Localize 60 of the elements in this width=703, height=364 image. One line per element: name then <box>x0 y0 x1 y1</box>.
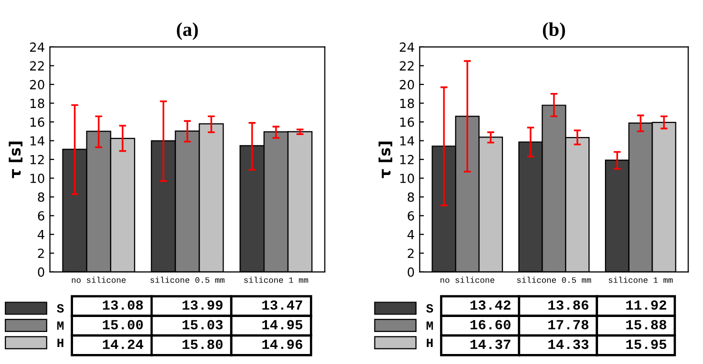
legend-label: S <box>426 304 434 313</box>
legend-label: H <box>426 338 433 347</box>
data-label: 15.95 <box>626 340 666 350</box>
data-label: 13.99 <box>182 300 223 310</box>
y-tick-label: 2 <box>38 248 44 258</box>
data-label: 14.96 <box>262 340 302 350</box>
y-tick-label: 6 <box>408 211 414 221</box>
y-tick-label: 4 <box>38 230 44 240</box>
legend-label: S <box>56 304 64 313</box>
data-label: 13.86 <box>548 300 588 310</box>
data-label: 14.95 <box>262 320 302 330</box>
data-label: 15.80 <box>182 340 223 350</box>
data-label: 15.88 <box>626 320 666 330</box>
y-tick-label: 2 <box>408 248 414 258</box>
x-tick-label: silicone 1 mm <box>244 276 308 283</box>
y-axis-title: τ [s] <box>8 142 22 178</box>
x-tick-label: silicone 0.5 mm <box>517 276 592 283</box>
data-label: 11.92 <box>626 300 666 310</box>
y-tick-label: 0 <box>408 267 414 277</box>
y-tick-label: 8 <box>38 192 44 202</box>
data-label: 14.24 <box>102 340 144 349</box>
y-tick-label: 24 <box>30 42 44 52</box>
y-tick-label: 14 <box>30 136 44 146</box>
y-tick-label: 18 <box>400 98 414 108</box>
data-label: 13.08 <box>102 300 143 310</box>
y-tick-label: 10 <box>400 174 414 184</box>
data-label: 17.78 <box>548 320 588 330</box>
y-tick-label: 16 <box>400 117 414 127</box>
legend-label: M <box>426 321 433 330</box>
y-tick-label: 0 <box>38 267 44 277</box>
y-tick-label: 8 <box>408 192 414 202</box>
y-tick-label: 18 <box>30 98 44 108</box>
y-tick-label: 10 <box>30 174 44 184</box>
legend-label: M <box>57 321 64 330</box>
data-label: 16.60 <box>470 320 510 330</box>
data-label: 15.03 <box>182 320 223 330</box>
y-tick-label: 24 <box>400 42 414 52</box>
y-tick-label: 12 <box>30 154 44 164</box>
x-tick-label: silicone 0.5 mm <box>150 276 224 283</box>
data-label: 13.47 <box>262 300 302 310</box>
y-tick-label: 4 <box>407 230 414 240</box>
y-tick-label: 6 <box>38 211 44 221</box>
x-tick-label: silicone 1 mm <box>608 276 673 283</box>
y-axis-title: τ [s] <box>378 142 392 178</box>
data-label: 13.42 <box>470 300 510 310</box>
data-label: 14.37 <box>470 340 510 350</box>
x-tick-label: no silicone <box>440 276 494 283</box>
data-label: 15.00 <box>102 320 143 330</box>
legend-label: H <box>57 338 64 347</box>
y-tick-label: 20 <box>400 80 414 90</box>
y-tick-label: 20 <box>30 80 44 90</box>
y-tick-label: 22 <box>30 61 44 70</box>
x-tick-label: no silicone <box>72 276 126 283</box>
y-tick-label: 14 <box>400 136 414 146</box>
y-tick-label: 16 <box>30 117 44 127</box>
y-tick-label: 12 <box>400 154 414 164</box>
chart-title: (b) <box>542 22 565 40</box>
y-tick-label: 22 <box>400 61 414 70</box>
chart-title: (a) <box>176 22 198 40</box>
data-label: 14.33 <box>548 340 588 350</box>
